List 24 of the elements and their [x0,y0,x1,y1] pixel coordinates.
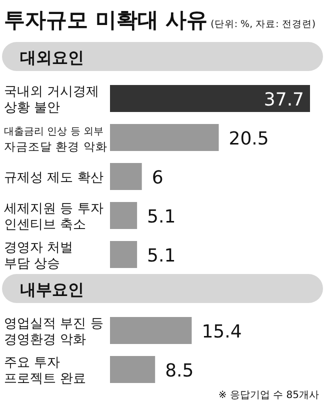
bar [110,85,310,112]
y-tick-label: 영업실적 부진 등 경영환경 악화 [4,316,104,348]
data-label: 37.7 [264,90,304,110]
data-label: 15.4 [202,322,242,342]
y-tick-label: 국내외 거시경제 상황 불안 [4,84,100,116]
chart-subtitle: (단위: %, 자료: 전경련) [210,19,316,30]
bar [110,163,142,190]
data-label: 5.1 [147,206,176,228]
y-tick-label: 규제성 제도 확산 [4,170,104,186]
data-label: 5.1 [147,246,176,266]
data-label: 8.5 [165,360,194,382]
bar [110,202,138,229]
y-tick-label: 경영자 처벌 부담 상승 [4,240,74,272]
bar [110,124,219,151]
data-label: 6 [152,168,164,188]
data-label: 20.5 [228,128,269,150]
y-tick-label: 대출금리 인상 등 외부 자금조달 환경 악화 [4,126,108,154]
y-axis-title: 대외요인 [20,48,84,67]
chart-title: 투자규모 미확대 사유 [4,8,208,32]
y-axis-title: 내부요인 [20,280,84,299]
y-tick-label: 주요 투자 프로젝트 완료 [4,356,86,386]
bar [110,241,138,268]
text: ※ 응답기업 수 85개사 [218,390,319,401]
y-tick-label: 세제지원 등 투자 인센티브 축소 [4,202,104,232]
